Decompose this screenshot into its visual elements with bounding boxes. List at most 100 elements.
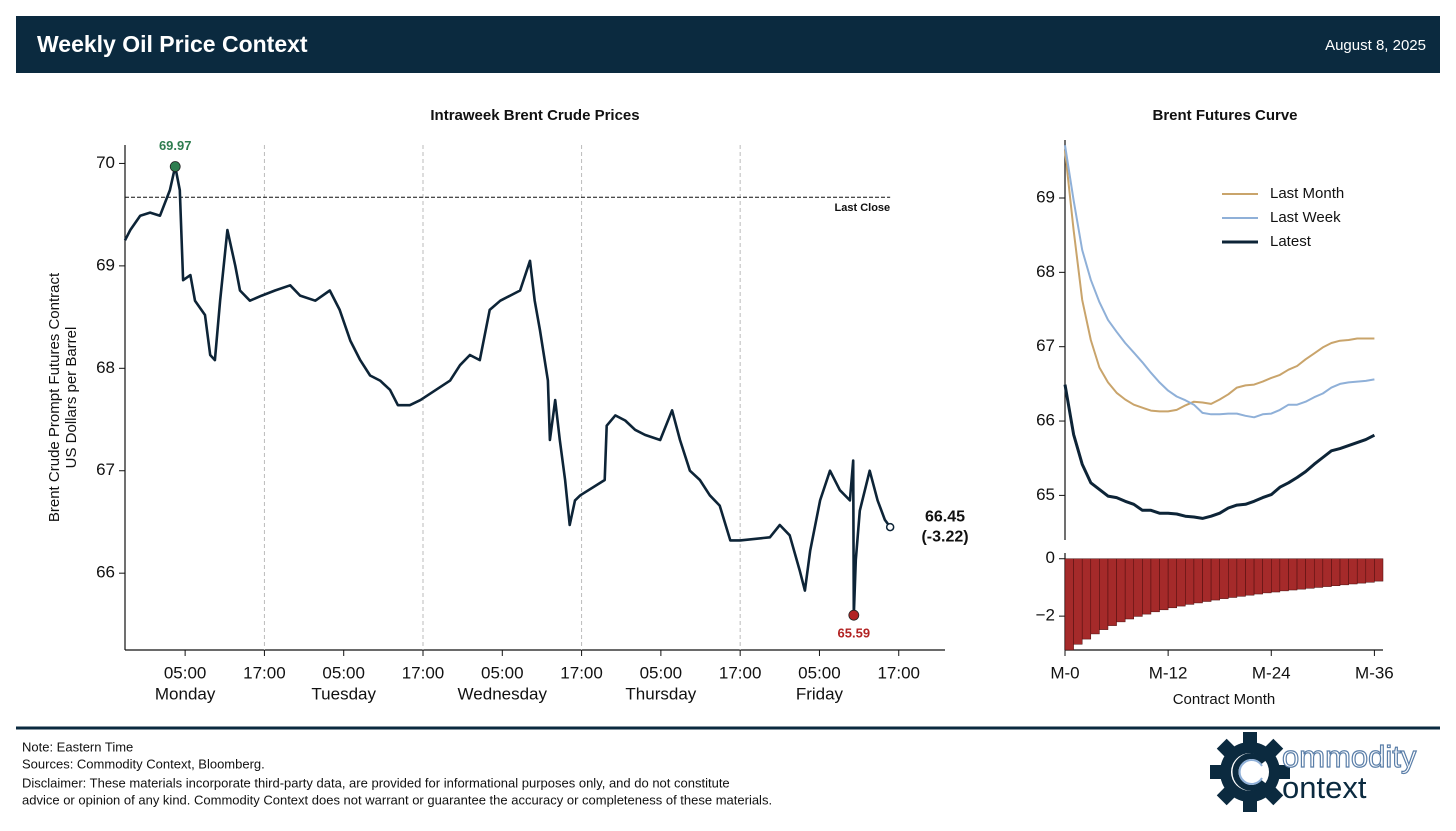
- bar: [1253, 558, 1263, 595]
- x-tick-day: Friday: [796, 684, 844, 703]
- bar: [1365, 558, 1375, 583]
- y-tick-label: 69: [96, 255, 115, 274]
- bar: [1193, 558, 1203, 604]
- bar: [1185, 558, 1195, 605]
- x-tick-label: M-12: [1149, 663, 1188, 682]
- x-tick-label: 17:00: [402, 663, 445, 682]
- bar: [1107, 558, 1117, 626]
- y-tick-label: 67: [1036, 336, 1055, 355]
- footer-note: advice or opinion of any kind. Commodity…: [22, 792, 772, 807]
- bar: [1279, 558, 1289, 592]
- bar: [1090, 558, 1100, 635]
- x-tick-label: 17:00: [243, 663, 286, 682]
- bar: [1142, 558, 1152, 615]
- logo-gear: [1210, 732, 1290, 812]
- legend-label: Latest: [1270, 233, 1312, 250]
- x-tick-day: Tuesday: [311, 684, 376, 703]
- logo: ommodity ontext: [1210, 732, 1417, 812]
- bar: [1339, 558, 1349, 586]
- x-tick-day: Thursday: [625, 684, 696, 703]
- low-label: 65.59: [838, 626, 871, 641]
- x-tick-label: 05:00: [322, 663, 365, 682]
- y-tick-label: 68: [1036, 262, 1055, 281]
- logo-text: ontext: [1282, 770, 1367, 805]
- logo-text: ommodity: [1282, 739, 1417, 774]
- x-tick-label: M-24: [1252, 663, 1291, 682]
- y-tick-label: 66: [1036, 411, 1055, 430]
- bar: [1374, 558, 1384, 582]
- bar: [1288, 558, 1298, 591]
- bar: [1296, 558, 1306, 590]
- legend-label: Last Month: [1270, 185, 1344, 202]
- bar: [1219, 558, 1229, 599]
- header-title: Weekly Oil Price Context: [37, 31, 308, 57]
- chart-title: Intraweek Brent Crude Prices: [430, 107, 639, 124]
- bar: [1073, 558, 1083, 645]
- bar: [1081, 558, 1092, 640]
- y-axis-label: US Dollars per Barrel: [63, 327, 80, 469]
- bar: [1210, 558, 1220, 601]
- bar: [1262, 558, 1272, 594]
- y-axis-label: Brent Crude Prompt Futures Contract: [46, 272, 63, 522]
- y-tick-label: 0: [1046, 548, 1055, 567]
- high-label: 69.97: [159, 138, 192, 153]
- x-tick-label: 17:00: [719, 663, 762, 682]
- bar: [1271, 558, 1281, 593]
- last-label: 66.45: [925, 508, 965, 525]
- y-tick-label: 65: [1036, 485, 1055, 504]
- y-tick-label: 66: [96, 563, 115, 582]
- series-line: [1064, 145, 1375, 419]
- x-tick-label: 05:00: [640, 663, 683, 682]
- bar: [1245, 558, 1255, 596]
- legend-label: Last Week: [1270, 209, 1341, 226]
- bar: [1124, 558, 1135, 620]
- x-tick-day: Monday: [155, 684, 216, 703]
- x-tick-label: M-0: [1050, 663, 1079, 682]
- bar: [1167, 558, 1177, 609]
- header-date: August 8, 2025: [1325, 37, 1426, 54]
- high-marker: [169, 161, 181, 172]
- price-line: [123, 165, 892, 617]
- x-tick-day: Wednesday: [458, 684, 548, 703]
- bar: [1202, 558, 1212, 602]
- y-tick-label: 68: [96, 358, 115, 377]
- footer-note: Disclaimer: These materials incorporate …: [22, 775, 730, 790]
- header-bar: [16, 16, 1440, 73]
- reference-label: Last Close: [835, 202, 891, 214]
- bar: [1313, 558, 1324, 588]
- bar: [1159, 558, 1169, 611]
- x-tick-label: M-36: [1355, 663, 1394, 682]
- bar: [1322, 558, 1332, 587]
- bar: [1356, 558, 1367, 584]
- y-tick-label: 70: [96, 153, 115, 172]
- x-tick-label: 05:00: [798, 663, 841, 682]
- bar: [1133, 558, 1143, 617]
- bar: [1348, 558, 1358, 585]
- bar: [1305, 558, 1315, 589]
- bar: [1176, 558, 1186, 607]
- bar: [1116, 558, 1126, 623]
- bar: [1236, 558, 1246, 597]
- bar: [1331, 558, 1341, 586]
- series-line: [1064, 150, 1375, 413]
- y-tick-label: 67: [96, 460, 115, 479]
- x-axis-label: Contract Month: [1173, 691, 1276, 708]
- bar: [1150, 558, 1160, 613]
- footer-note: Sources: Commodity Context, Bloomberg.: [22, 756, 265, 771]
- change-label: (-3.22): [921, 528, 968, 545]
- y-tick-label: −2: [1036, 606, 1055, 625]
- chart-title: Brent Futures Curve: [1152, 107, 1297, 124]
- footer-note: Note: Eastern Time: [22, 739, 133, 754]
- y-tick-label: 69: [1036, 187, 1055, 206]
- bar: [1228, 558, 1238, 598]
- x-tick-label: 17:00: [877, 663, 920, 682]
- x-tick-label: 17:00: [560, 663, 603, 682]
- bar: [1064, 558, 1074, 651]
- x-tick-label: 05:00: [164, 663, 207, 682]
- low-marker: [848, 609, 860, 621]
- x-tick-label: 05:00: [481, 663, 524, 682]
- last-marker: [885, 522, 895, 532]
- series-line: [1063, 384, 1376, 520]
